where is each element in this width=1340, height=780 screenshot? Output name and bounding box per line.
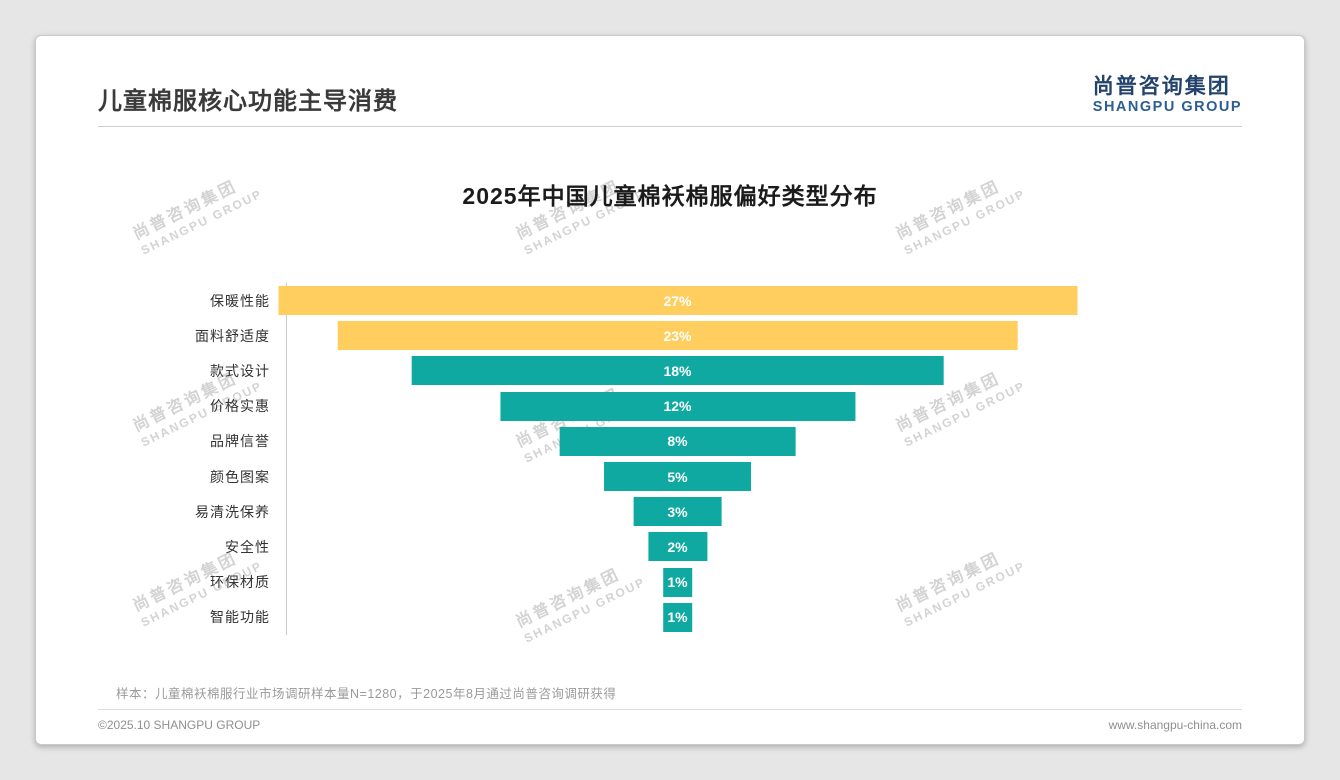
- funnel-bar: 12%: [499, 391, 856, 421]
- chart-row: 易清洗保养 3%: [36, 494, 1087, 529]
- bar-track: 27%: [278, 286, 1077, 316]
- bar-track: 18%: [278, 356, 1077, 386]
- bar-value-label: 23%: [663, 327, 692, 344]
- bar-value-label: 2%: [667, 538, 688, 555]
- funnel-bar: 27%: [278, 286, 1077, 316]
- slide-card: 尚普咨询集团 SHANGPU GROUP 尚普咨询集团 SHANGPU GROUP 尚普…: [35, 35, 1305, 745]
- funnel-bar: 5%: [603, 462, 752, 492]
- bar-value-label: 12%: [663, 398, 692, 415]
- sample-note: 样本：儿童棉袄棉服行业市场调研样本量N=1280，于2025年8月通过尚普咨询调…: [116, 687, 617, 701]
- footer-website: www.shangpu-china.com: [1108, 718, 1242, 732]
- chart-row: 面料舒适度 23%: [36, 318, 1087, 353]
- logo-english-name: SHANGPU GROUP: [1092, 99, 1242, 116]
- bar-value-label: 1%: [667, 609, 688, 626]
- category-label: 款式设计: [210, 362, 270, 379]
- logo-chinese-name: 尚普咨询集团: [1092, 75, 1231, 99]
- chart-row: 品牌信誉 8%: [36, 424, 1087, 459]
- header: 儿童棉服核心功能主导消费 尚普咨询集团 SHANGPU GROUP: [36, 36, 1304, 116]
- funnel-bar: 23%: [337, 321, 1018, 351]
- chart-area: 2025年中国儿童棉袄棉服偏好类型分布 保暖性能 27% 面料舒适度 23% 款式设计 1…: [36, 177, 1304, 635]
- chart-row: 颜色图案 5%: [36, 459, 1087, 494]
- funnel-bar: 8%: [559, 426, 796, 456]
- bar-track: 1%: [278, 567, 1077, 597]
- category-label: 保暖性能: [210, 292, 270, 309]
- category-axis-line: [286, 283, 287, 635]
- category-label: 颜色图案: [210, 468, 270, 485]
- chart-row: 安全性 2%: [36, 529, 1087, 564]
- bar-value-label: 3%: [667, 503, 688, 520]
- chart-row: 环保材质 1%: [36, 565, 1087, 600]
- bar-track: 23%: [278, 321, 1077, 351]
- footer: ©2025.10 SHANGPU GROUP www.shangpu-china…: [98, 709, 1242, 732]
- category-label: 价格实惠: [210, 398, 270, 415]
- category-label: 面料舒适度: [195, 327, 270, 344]
- bar-value-label: 8%: [667, 433, 688, 450]
- chart-row: 款式设计 18%: [36, 353, 1087, 388]
- chart-row: 智能功能 1%: [36, 600, 1087, 635]
- bar-track: 1%: [278, 602, 1077, 632]
- bar-value-label: 5%: [667, 468, 688, 485]
- category-label: 智能功能: [210, 609, 270, 626]
- chart-row: 价格实惠 12%: [36, 389, 1087, 424]
- bar-value-label: 27%: [663, 292, 692, 309]
- category-label: 易清洗保养: [195, 503, 270, 520]
- bar-value-label: 1%: [667, 574, 688, 591]
- funnel-bar: 1%: [662, 567, 693, 597]
- funnel-bar: 2%: [647, 532, 708, 562]
- bar-track: 2%: [278, 532, 1077, 562]
- category-label: 品牌信誉: [210, 433, 270, 450]
- bar-track: 12%: [278, 391, 1077, 421]
- funnel-bar: 18%: [411, 356, 944, 386]
- bar-track: 8%: [278, 426, 1077, 456]
- funnel-bar-chart: 保暖性能 27% 面料舒适度 23% 款式设计 18% 价格实惠 12% 品牌信誉 8% 颜色图案 5…: [36, 283, 1087, 635]
- header-divider: [98, 126, 1242, 127]
- funnel-bar: 3%: [633, 497, 722, 527]
- page-title: 儿童棉服核心功能主导消费: [98, 88, 398, 115]
- company-logo: 尚普咨询集团 SHANGPU GROUP: [1093, 75, 1242, 116]
- chart-row: 保暖性能 27%: [36, 283, 1087, 318]
- chart-title: 2025年中国儿童棉袄棉服偏好类型分布: [462, 183, 878, 209]
- bar-value-label: 18%: [663, 362, 692, 379]
- category-label: 安全性: [225, 538, 270, 555]
- category-label: 环保材质: [210, 574, 270, 591]
- footer-copyright: ©2025.10 SHANGPU GROUP: [98, 718, 261, 732]
- bar-track: 5%: [278, 462, 1077, 492]
- funnel-bar: 1%: [662, 602, 693, 632]
- bar-track: 3%: [278, 497, 1077, 527]
